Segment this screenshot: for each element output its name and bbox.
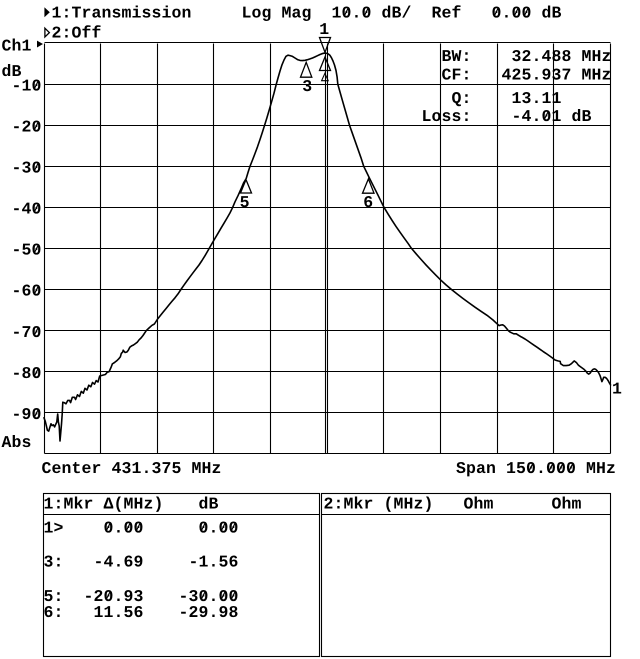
- svg-text:11.56: 11.56: [94, 603, 144, 622]
- svg-text:1:Mkr Δ(MHz): 1:Mkr Δ(MHz): [44, 495, 164, 514]
- svg-text:425.937 MHz: 425.937 MHz: [502, 65, 612, 84]
- svg-text:-80: -80: [12, 364, 42, 383]
- svg-text:2:Off: 2:Off: [52, 24, 102, 43]
- svg-text:BW:: BW:: [442, 47, 472, 66]
- svg-text:dB: dB: [199, 495, 219, 514]
- svg-text:-1.56: -1.56: [189, 552, 239, 571]
- svg-text:Center 431.375 MHz: Center 431.375 MHz: [42, 459, 222, 478]
- svg-text:-4.69: -4.69: [94, 552, 144, 571]
- svg-text:CF:: CF:: [442, 65, 472, 84]
- svg-text:-40: -40: [12, 200, 42, 219]
- svg-text:-30.00: -30.00: [179, 587, 239, 606]
- svg-text:1>: 1>: [44, 518, 64, 537]
- svg-text:Abs: Abs: [2, 433, 32, 452]
- svg-text:3: 3: [302, 77, 312, 96]
- svg-text:Loss:: Loss:: [422, 107, 472, 126]
- svg-text:Ch1: Ch1: [2, 37, 32, 56]
- svg-text:Log Mag 10.0 dB/ Ref 0.00: Log Mag 10.0 dB/ Ref 0.00 dB: [242, 3, 562, 22]
- svg-text:6: 6: [363, 193, 373, 212]
- svg-text:5: 5: [240, 193, 250, 212]
- svg-text:Span 150.000 MHz: Span 150.000 MHz: [456, 459, 616, 478]
- svg-text:-29.98: -29.98: [179, 603, 239, 622]
- svg-text:-20: -20: [12, 117, 42, 136]
- svg-text:-50: -50: [12, 241, 42, 260]
- svg-text:1:Transmission: 1:Transmission: [52, 3, 192, 22]
- svg-text:2:Mkr (MHz): 2:Mkr (MHz): [324, 495, 434, 514]
- svg-text:Ohm: Ohm: [464, 495, 494, 514]
- svg-text:-4.01 dB: -4.01 dB: [512, 107, 592, 126]
- svg-text:32.488 MHz: 32.488 MHz: [512, 47, 612, 66]
- svg-text:-60: -60: [12, 282, 42, 301]
- svg-text:Ohm: Ohm: [552, 495, 582, 514]
- svg-text:Q:: Q:: [452, 89, 472, 108]
- svg-text:3:: 3:: [44, 552, 64, 571]
- svg-text:1: 1: [319, 20, 329, 39]
- svg-text:-20.93: -20.93: [84, 587, 144, 606]
- svg-text:-10: -10: [12, 76, 42, 95]
- svg-text:0.00: 0.00: [199, 518, 239, 537]
- svg-text:-70: -70: [12, 323, 42, 342]
- svg-text:-30: -30: [12, 158, 42, 177]
- svg-text:6:: 6:: [44, 603, 64, 622]
- svg-text:1: 1: [612, 380, 622, 399]
- svg-text:-90: -90: [12, 405, 42, 424]
- svg-text:0.00: 0.00: [104, 518, 144, 537]
- svg-text:5:: 5:: [44, 587, 64, 606]
- svg-text:dB: dB: [2, 62, 22, 81]
- svg-text:13.11: 13.11: [512, 89, 562, 108]
